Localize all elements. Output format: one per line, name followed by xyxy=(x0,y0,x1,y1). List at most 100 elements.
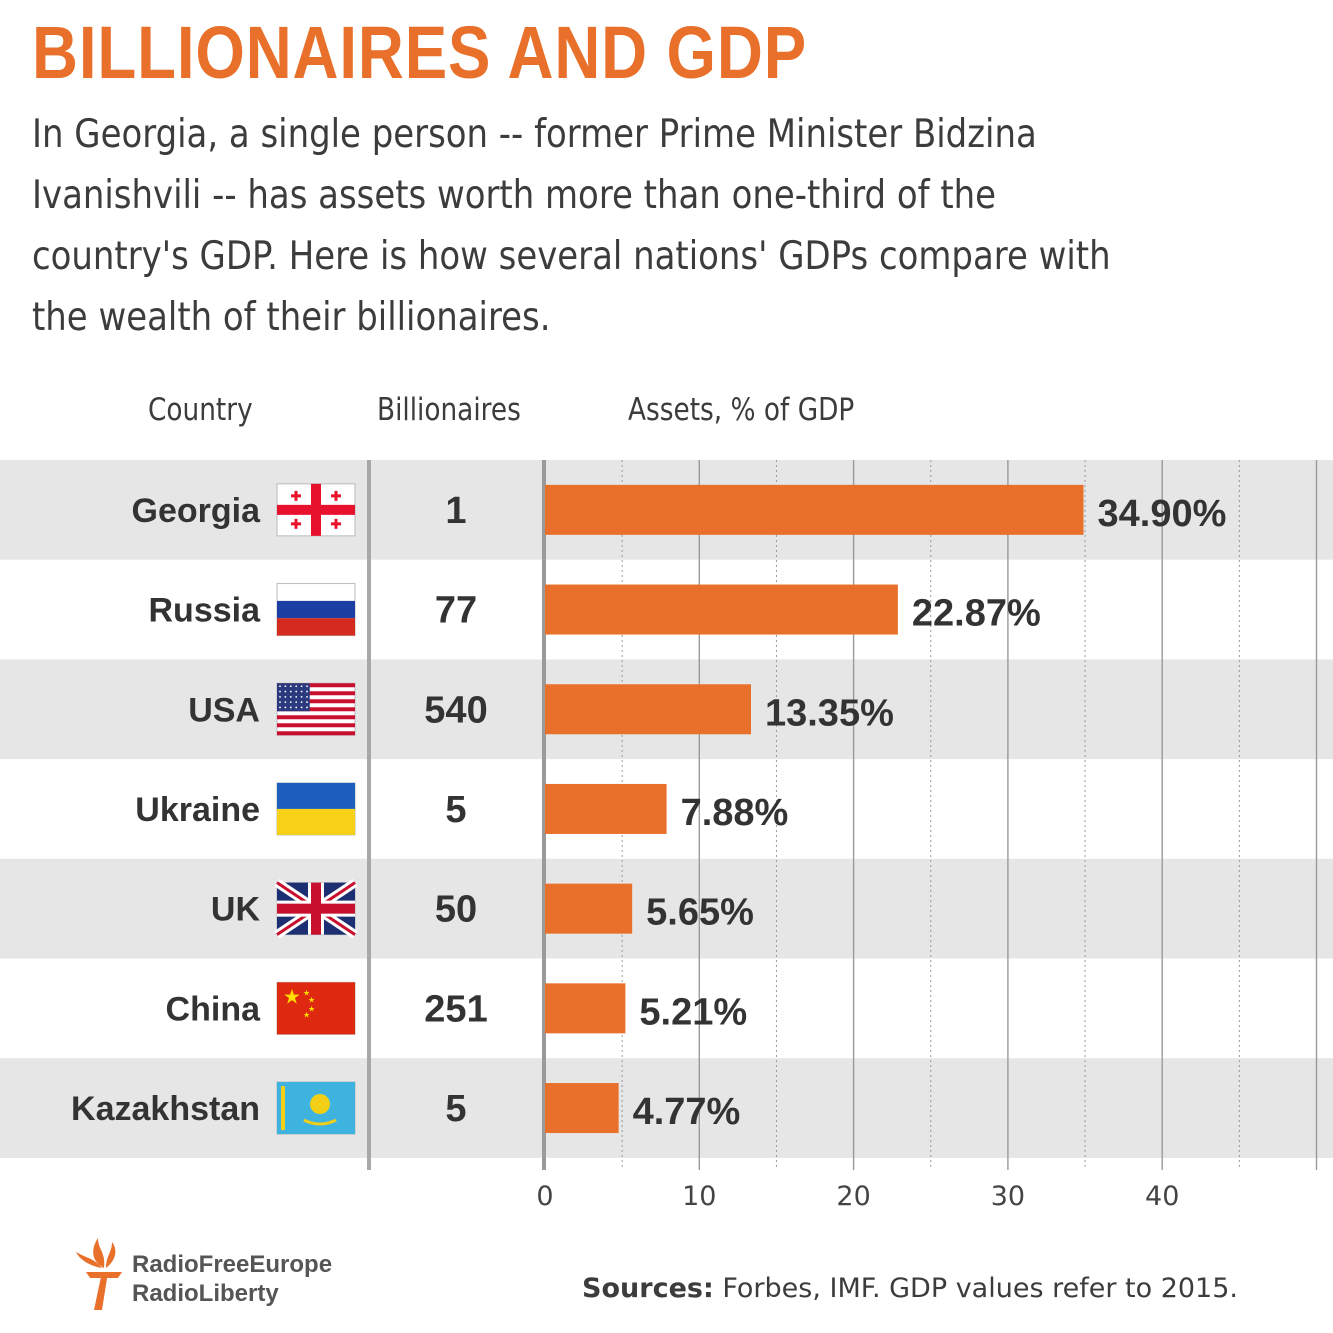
flag-stripe xyxy=(277,683,355,688)
flag-star xyxy=(300,695,303,698)
flag-star xyxy=(295,695,298,698)
bar-value-label: 13.35% xyxy=(765,692,894,734)
bar xyxy=(545,684,751,735)
flag-eagle xyxy=(303,1118,337,1126)
flag-stripe xyxy=(277,782,355,809)
flag-sun xyxy=(310,1094,330,1115)
billionaires-count: 5 xyxy=(445,789,466,831)
country-label: Kazakhstan xyxy=(71,1090,260,1128)
flag-ornament xyxy=(281,1086,285,1131)
column-header-billionaires: Billionaires xyxy=(377,392,521,428)
x-tick-label: 30 xyxy=(991,1181,1025,1212)
flag-star xyxy=(295,706,298,709)
bar xyxy=(545,484,1084,535)
bar xyxy=(545,584,898,635)
flag-field xyxy=(277,982,355,1035)
flag-star xyxy=(306,695,308,698)
flag-star xyxy=(306,690,308,693)
flag-star: ★ xyxy=(308,1004,315,1013)
flag-small-cross xyxy=(334,490,338,501)
flag-star xyxy=(300,706,303,709)
flag-star xyxy=(279,690,281,693)
x-tick-label: 0 xyxy=(536,1181,553,1212)
flag-star xyxy=(279,695,281,698)
flag-star xyxy=(289,695,292,698)
billionaires-count: 251 xyxy=(424,988,487,1030)
flag-star: ★ xyxy=(308,995,315,1004)
country-label: Russia xyxy=(149,592,262,630)
usa-flag-icon xyxy=(276,682,356,736)
flag-star: ★ xyxy=(303,988,310,997)
bar xyxy=(545,983,626,1034)
flag-star xyxy=(279,701,281,704)
flag-stripe xyxy=(277,715,355,720)
flag-star xyxy=(289,706,292,709)
billionaires-count: 50 xyxy=(435,889,477,931)
flag-star: ★ xyxy=(283,986,301,1008)
billionaires-count: 540 xyxy=(424,689,487,731)
flag-star xyxy=(300,685,303,688)
row-band xyxy=(0,858,1333,959)
country-label: China xyxy=(166,990,262,1028)
kazakhstan-flag-icon xyxy=(276,1081,356,1135)
flag-stripe xyxy=(277,600,355,619)
flag-star xyxy=(306,685,308,688)
bar-value-label: 5.21% xyxy=(639,991,747,1033)
russia-flag-icon xyxy=(276,583,356,637)
torch-icon xyxy=(76,1238,122,1310)
billionaires-count: 1 xyxy=(445,490,466,532)
flag-star xyxy=(284,690,287,693)
flag-stripe xyxy=(277,618,355,636)
country-label: USA xyxy=(188,691,260,729)
flag-cross-h xyxy=(277,504,355,515)
column-header-assets: Assets, % of GDP xyxy=(628,392,855,428)
georgia-flag-icon xyxy=(276,483,356,537)
flag-star xyxy=(300,701,303,704)
flag-stripe xyxy=(277,808,355,835)
column-header-country: Country xyxy=(148,392,253,428)
flag-star xyxy=(284,685,287,688)
bar xyxy=(545,1083,619,1134)
flag-star xyxy=(289,685,292,688)
china-flag-icon: ★ ★★★★ xyxy=(276,981,356,1035)
country-label: UK xyxy=(211,891,261,929)
flag-star xyxy=(289,690,292,693)
logo-line-2: RadioLiberty xyxy=(132,1280,279,1307)
chart-subtitle: In Georgia, a single person -- former Pr… xyxy=(32,112,1111,340)
bar-chart: 0 10 20 30 40 Georgia 1 34.90% Russia 77 22.87% USA… xyxy=(0,460,1333,1212)
flag-small-cross xyxy=(294,490,298,501)
row-band xyxy=(0,1058,1333,1158)
flag-star xyxy=(295,685,298,688)
flag-cross-red xyxy=(277,903,355,914)
flag-stripe xyxy=(277,699,355,704)
flag-star xyxy=(295,701,298,704)
bar-value-label: 4.77% xyxy=(633,1091,741,1133)
sources-note: Sources: Forbes, IMF. GDP values refer t… xyxy=(582,1273,1238,1304)
flag-star xyxy=(284,706,287,709)
billionaires-count: 5 xyxy=(445,1088,466,1130)
chart-title: BILLIONAIRES AND GDP xyxy=(32,11,808,94)
flag-star xyxy=(289,701,292,704)
x-tick-label: 10 xyxy=(682,1181,716,1212)
sources-text: Forbes, IMF. GDP values refer to 2015. xyxy=(713,1273,1238,1304)
bar xyxy=(545,883,633,934)
logo-line-1: RadioFreeEurope xyxy=(132,1251,333,1278)
flag-star xyxy=(306,706,308,709)
bar-value-label: 22.87% xyxy=(912,593,1041,635)
flag-canton xyxy=(277,683,310,712)
flag-star xyxy=(300,690,303,693)
flag-stripe xyxy=(277,691,355,696)
flag-star xyxy=(279,685,281,688)
flag-star xyxy=(295,690,298,693)
uk-flag-icon xyxy=(274,878,358,939)
x-tick-label: 20 xyxy=(836,1181,870,1212)
ukraine-flag-icon xyxy=(276,782,356,836)
billionaires-count: 77 xyxy=(435,590,477,632)
flag-stripe xyxy=(277,707,355,712)
flag-star: ★ xyxy=(303,1010,310,1019)
flag-star xyxy=(284,701,287,704)
flag-star xyxy=(279,706,281,709)
bar-value-label: 34.90% xyxy=(1098,493,1227,535)
country-label: Georgia xyxy=(132,492,262,530)
flag-small-cross xyxy=(334,518,338,529)
